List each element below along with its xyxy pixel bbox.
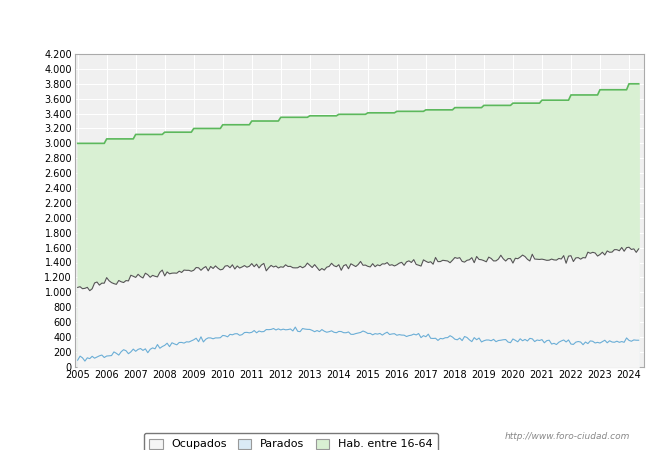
Text: Allariz - Evolucion de la poblacion en edad de Trabajar Mayo de 2024: Allariz - Evolucion de la poblacion en e… bbox=[94, 17, 556, 30]
Text: http://www.foro-ciudad.com: http://www.foro-ciudad.com bbox=[505, 432, 630, 441]
Legend: Ocupados, Parados, Hab. entre 16-64: Ocupados, Parados, Hab. entre 16-64 bbox=[144, 433, 438, 450]
